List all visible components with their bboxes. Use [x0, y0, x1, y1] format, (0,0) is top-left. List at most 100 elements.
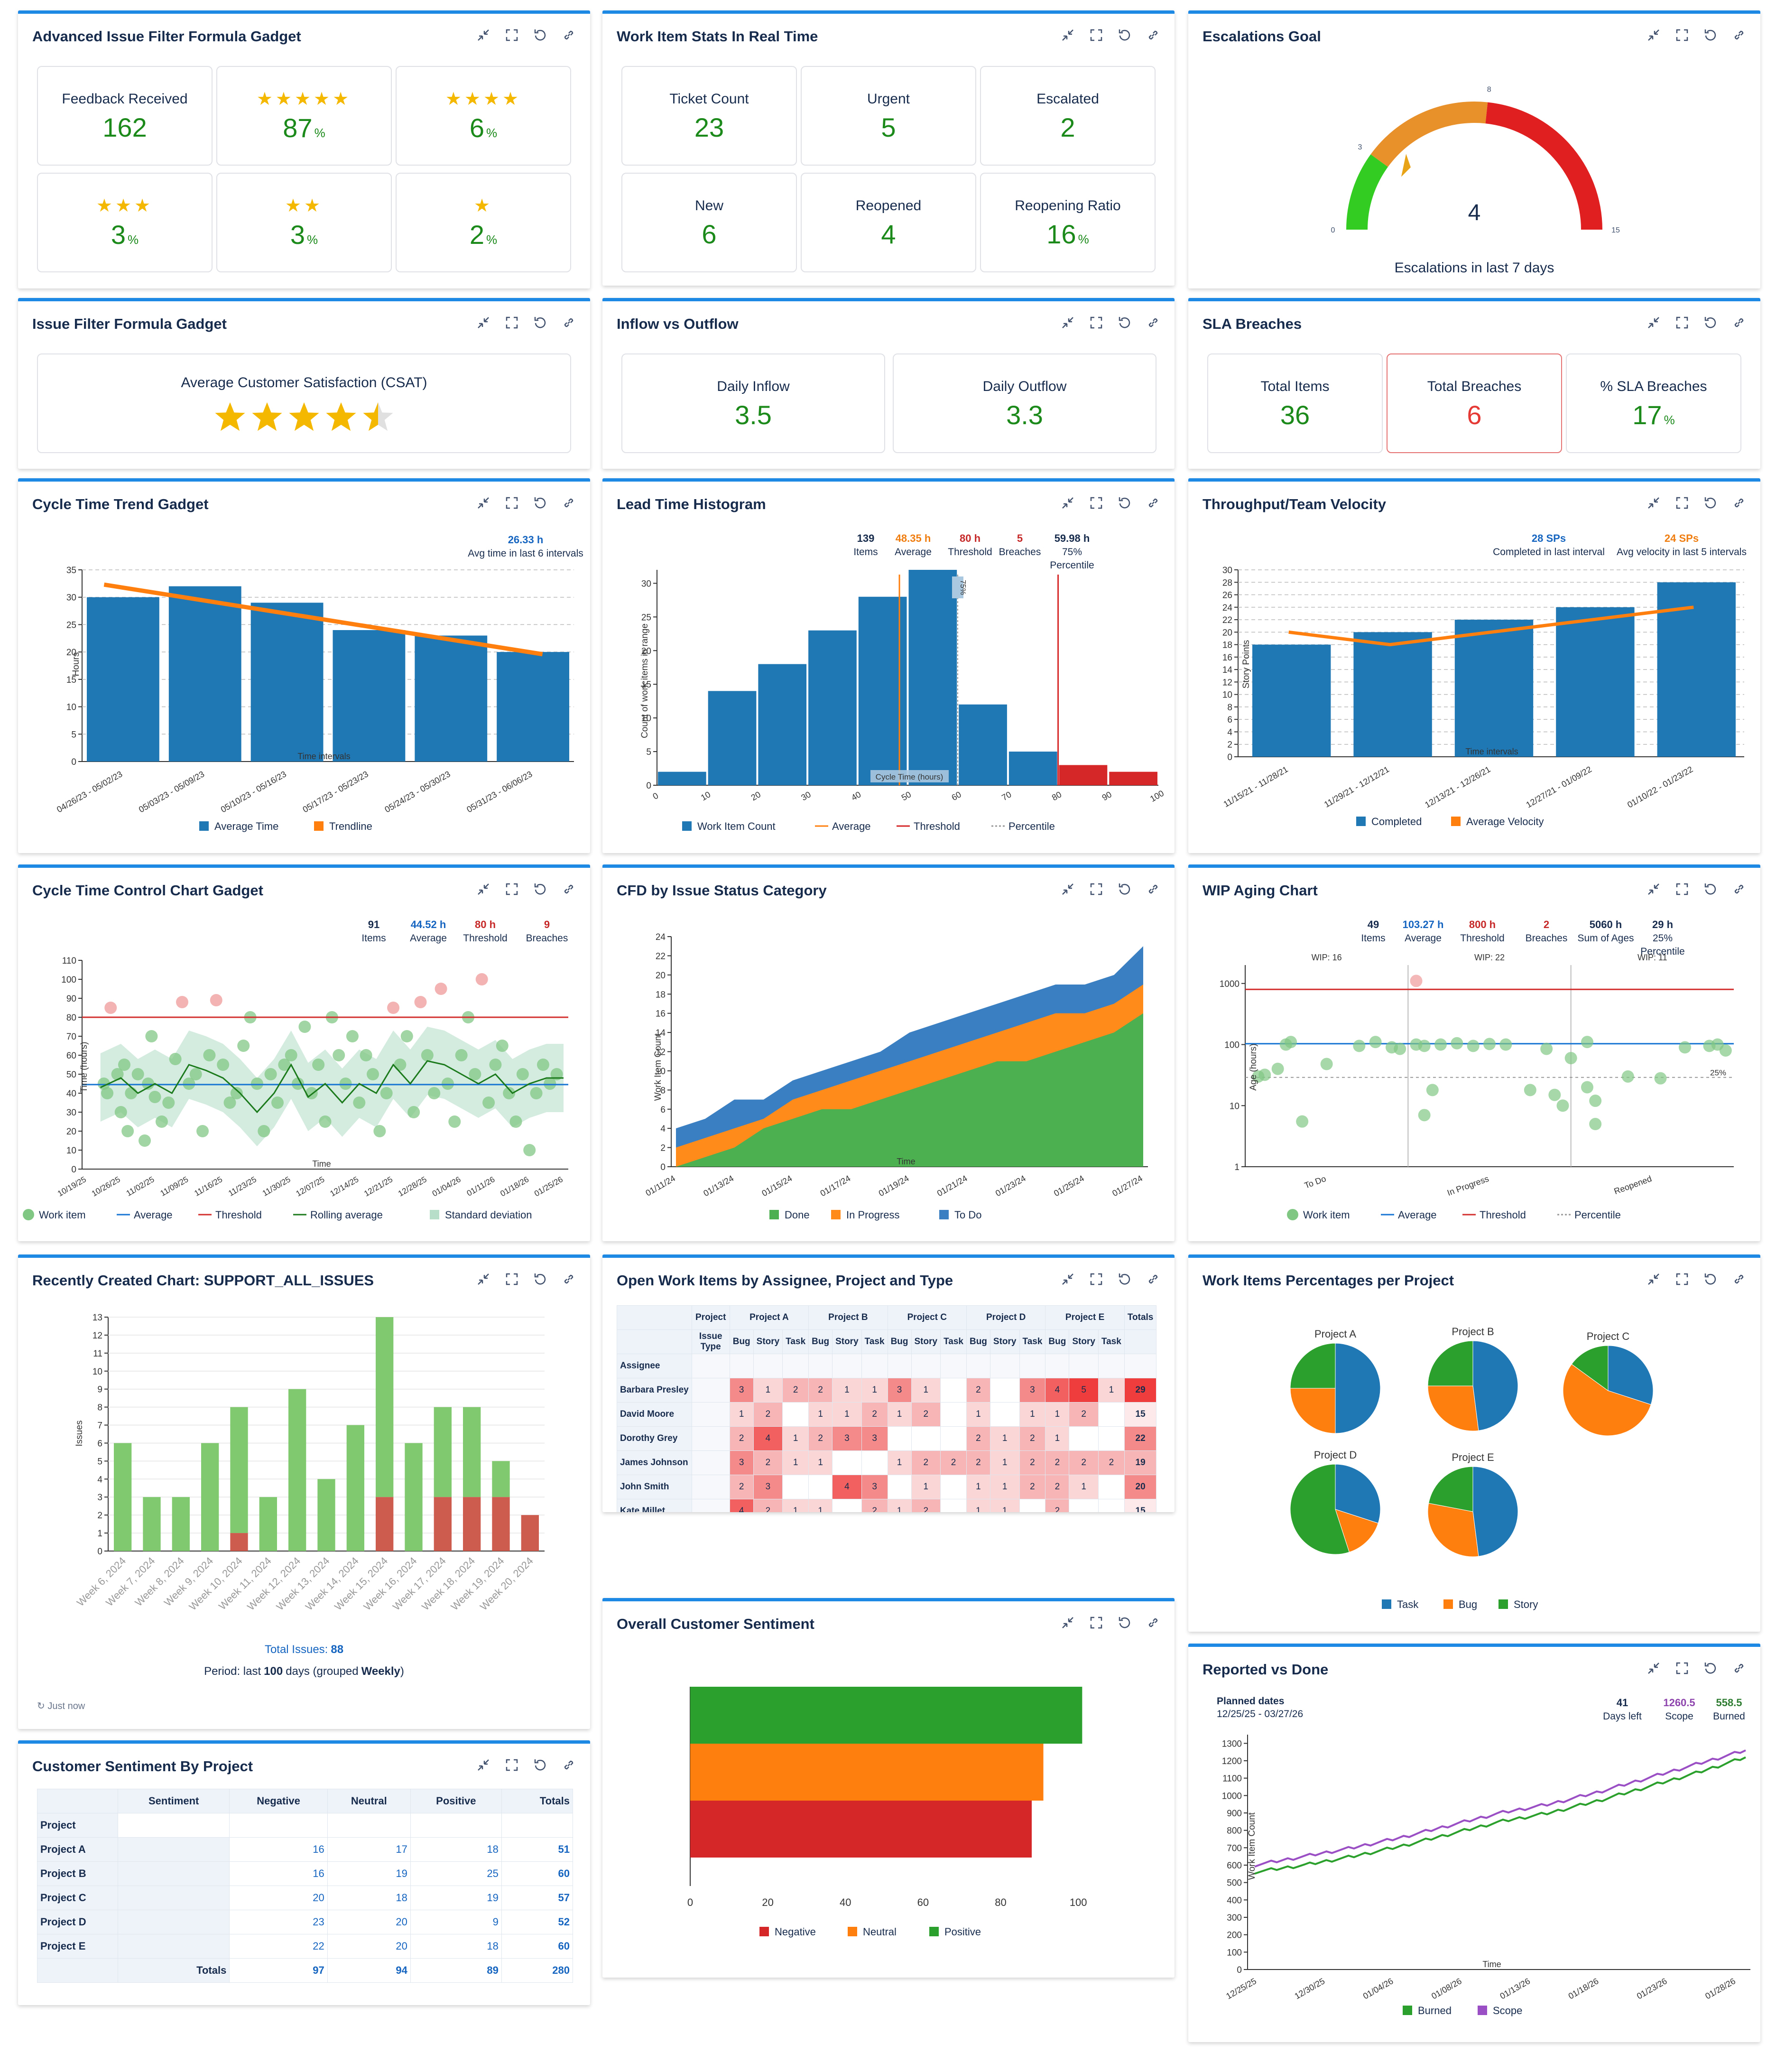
heat-cell[interactable] [861, 1450, 888, 1475]
work-item-point[interactable] [516, 1068, 529, 1080]
refresh-icon[interactable] [533, 1272, 547, 1286]
link-icon[interactable] [1146, 316, 1160, 330]
pie-slice[interactable] [1563, 1364, 1651, 1436]
bar[interactable] [87, 597, 159, 762]
legend-item[interactable]: Story [1498, 1598, 1538, 1610]
minimize-icon[interactable] [1061, 882, 1075, 896]
work-item-point[interactable] [1434, 1038, 1447, 1051]
work-item-point[interactable] [169, 1053, 182, 1065]
minimize-icon[interactable] [1646, 28, 1661, 42]
fullscreen-icon[interactable] [505, 28, 519, 42]
minimize-icon[interactable] [1061, 1272, 1075, 1286]
heat-cell[interactable] [1069, 1499, 1099, 1512]
heat-cell[interactable]: 3 [753, 1475, 783, 1499]
legend-item[interactable]: Average [815, 820, 871, 832]
bar[interactable] [1454, 620, 1534, 757]
link-icon[interactable] [1732, 1272, 1746, 1286]
work-item-point[interactable] [142, 1078, 155, 1090]
legend-item[interactable]: Threshold [897, 820, 960, 832]
link-icon[interactable] [1732, 496, 1746, 510]
bar[interactable] [250, 603, 324, 762]
work-item-point[interactable] [1564, 1052, 1577, 1065]
table-cell[interactable]: 18 [410, 1934, 502, 1959]
link-icon[interactable] [1146, 1616, 1160, 1630]
work-item-point[interactable] [176, 996, 188, 1008]
legend-item[interactable]: Trendline [314, 820, 372, 832]
row-total[interactable]: 15 [1124, 1499, 1157, 1512]
bar[interactable] [415, 635, 488, 762]
pie-slice[interactable] [1472, 1466, 1518, 1557]
created-bar[interactable] [376, 1317, 394, 1497]
table-cell[interactable]: 52 [501, 1910, 574, 1934]
minimize-icon[interactable] [1061, 1616, 1075, 1630]
work-item-point[interactable] [237, 1040, 250, 1052]
link-icon[interactable] [562, 882, 576, 896]
created-bar[interactable] [317, 1479, 335, 1551]
heat-cell[interactable]: 1 [990, 1450, 1020, 1475]
minimize-icon[interactable] [1061, 496, 1075, 510]
fullscreen-icon[interactable] [1675, 496, 1689, 510]
created-bar[interactable] [259, 1497, 277, 1551]
work-item-point[interactable] [139, 1134, 151, 1147]
legend-item[interactable]: Percentile [1557, 1209, 1621, 1221]
column-total[interactable]: 94 [327, 1958, 411, 1983]
legend-item[interactable]: Neutral [848, 1926, 897, 1938]
work-item-point[interactable] [373, 1125, 386, 1137]
minimize-icon[interactable] [476, 316, 490, 330]
work-item-point[interactable] [1679, 1041, 1691, 1054]
work-item-point[interactable] [189, 1068, 202, 1080]
created-bar[interactable] [434, 1407, 452, 1497]
heat-cell[interactable]: 1 [729, 1402, 754, 1427]
work-item-point[interactable] [455, 1049, 468, 1061]
sentiment-bar-positive[interactable] [690, 1687, 1082, 1744]
minimize-icon[interactable] [476, 496, 490, 510]
work-item-point[interactable] [400, 1030, 413, 1042]
work-item-point[interactable] [1258, 1069, 1271, 1081]
heat-cell[interactable]: 2 [753, 1499, 783, 1512]
work-item-point[interactable] [145, 1030, 158, 1042]
heat-cell[interactable]: 1 [990, 1475, 1020, 1499]
fullscreen-icon[interactable] [1675, 316, 1689, 330]
pie-slice[interactable] [1335, 1464, 1381, 1524]
heat-cell[interactable]: 2 [966, 1426, 990, 1451]
heat-cell[interactable]: 1 [808, 1450, 833, 1475]
heat-cell[interactable]: 2 [1045, 1450, 1070, 1475]
bar[interactable] [333, 630, 406, 762]
pie-slice[interactable] [1427, 1385, 1479, 1431]
fullscreen-icon[interactable] [505, 882, 519, 896]
work-item-point[interactable] [1621, 1070, 1634, 1083]
histogram-bar[interactable] [1059, 765, 1108, 785]
table-cell[interactable]: 51 [501, 1837, 574, 1862]
legend-item[interactable]: Scope [1478, 2005, 1522, 2016]
legend-item[interactable]: Done [769, 1209, 810, 1221]
heat-cell[interactable]: 1 [911, 1378, 941, 1403]
heat-cell[interactable]: 3 [861, 1475, 888, 1499]
resolved-bar[interactable] [434, 1497, 452, 1551]
heat-cell[interactable]: 2 [911, 1499, 941, 1512]
heat-cell[interactable]: 2 [729, 1475, 754, 1499]
work-item-point[interactable] [118, 1059, 130, 1071]
heat-cell[interactable]: 2 [782, 1378, 809, 1403]
heat-cell[interactable]: 5 [1069, 1378, 1099, 1403]
bar[interactable] [1353, 632, 1432, 757]
legend-item[interactable]: To Do [939, 1209, 981, 1221]
histogram-bar[interactable] [858, 596, 907, 785]
work-item-point[interactable] [1548, 1088, 1561, 1101]
work-item-point[interactable] [1353, 1040, 1366, 1052]
heat-cell[interactable] [1098, 1499, 1125, 1512]
work-item-point[interactable] [1467, 1040, 1480, 1052]
refresh-icon[interactable] [1703, 1272, 1718, 1286]
refresh-icon[interactable] [1703, 316, 1718, 330]
heat-cell[interactable] [940, 1475, 967, 1499]
fullscreen-icon[interactable] [1089, 1272, 1103, 1286]
heat-cell[interactable] [940, 1426, 967, 1451]
work-item-point[interactable] [162, 1096, 175, 1109]
work-item-point[interactable] [250, 1078, 263, 1090]
work-item-point[interactable] [1320, 1058, 1333, 1070]
histogram-bar[interactable] [959, 704, 1007, 785]
work-item-point[interactable] [319, 1115, 332, 1128]
fullscreen-icon[interactable] [1675, 882, 1689, 896]
heat-cell[interactable]: 2 [861, 1402, 888, 1427]
refresh-icon[interactable] [533, 1758, 547, 1772]
heat-cell[interactable]: 1 [832, 1402, 862, 1427]
